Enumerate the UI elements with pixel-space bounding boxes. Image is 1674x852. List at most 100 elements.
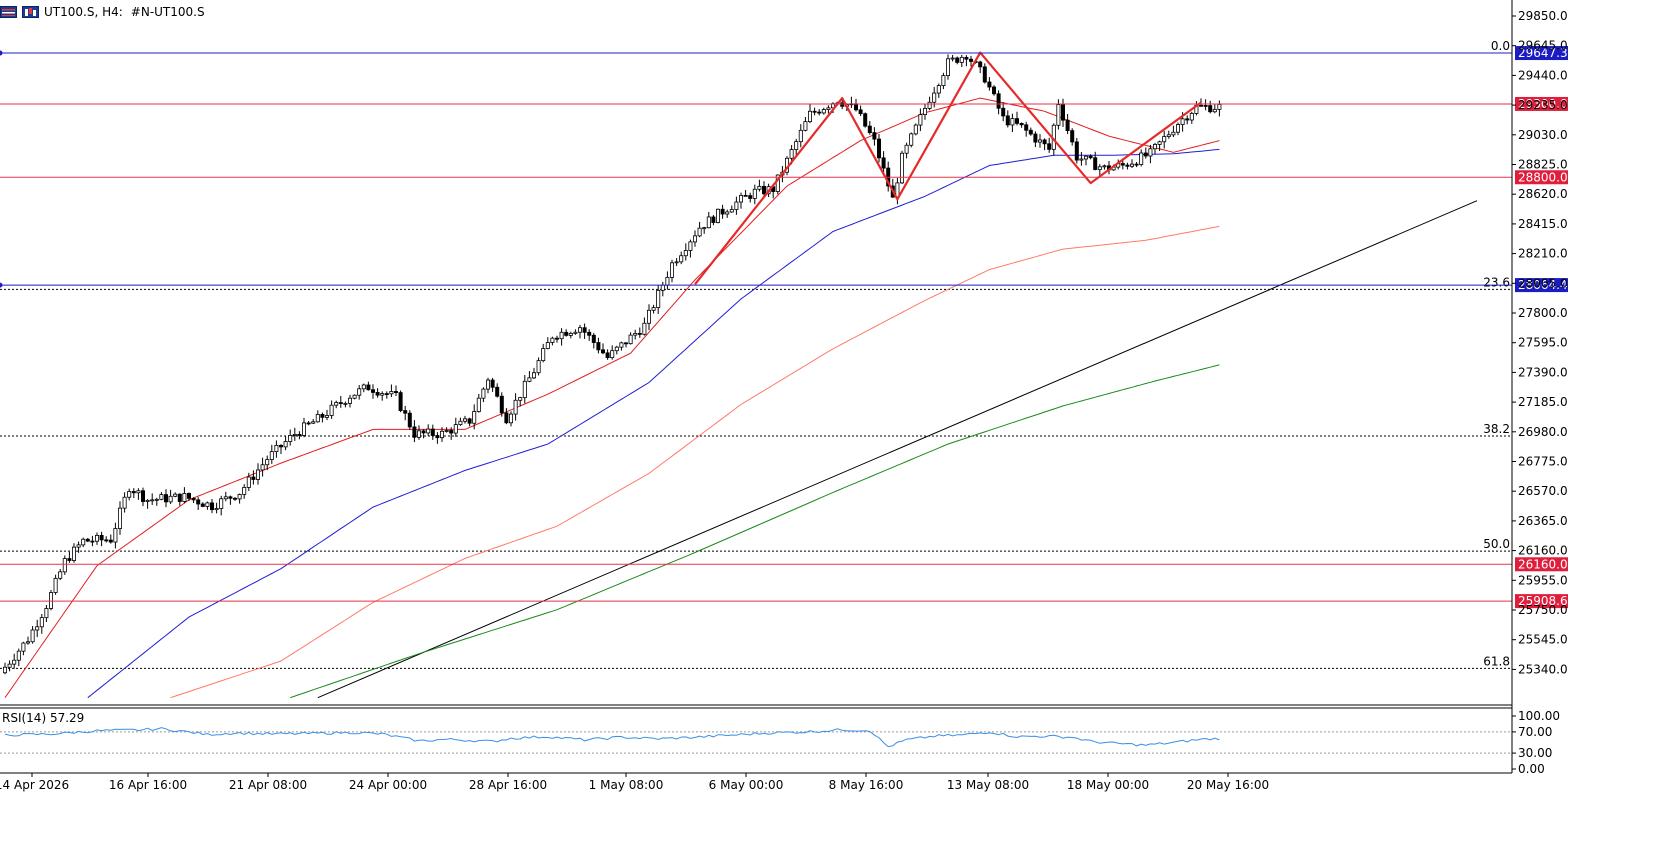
candle-bear bbox=[596, 342, 601, 351]
candle-bear bbox=[403, 410, 408, 414]
price-tick-label: 26775.0 bbox=[1518, 455, 1568, 469]
candle-bear bbox=[587, 331, 592, 336]
chart-symbol: UT100.S, H4: bbox=[44, 5, 123, 19]
candle-bull bbox=[329, 404, 334, 416]
candle-bull bbox=[1139, 152, 1144, 165]
candle-bull bbox=[1010, 118, 1015, 126]
candle-bull bbox=[223, 496, 228, 500]
candle-bear bbox=[278, 444, 283, 448]
candle-bull bbox=[311, 421, 316, 424]
candle-bull bbox=[265, 459, 270, 466]
candle-bull bbox=[7, 663, 12, 668]
candle-bull bbox=[113, 528, 118, 543]
candle-bear bbox=[1088, 155, 1093, 159]
candle-bull bbox=[670, 262, 675, 278]
candle-bear bbox=[1065, 119, 1070, 132]
trendline-group[interactable] bbox=[317, 200, 1478, 699]
level-anchor bbox=[0, 282, 3, 288]
candle-bull bbox=[959, 56, 964, 63]
price-tick-label: 28825.0 bbox=[1518, 158, 1568, 172]
candle-bear bbox=[1019, 122, 1024, 126]
candle-bull bbox=[1180, 118, 1185, 125]
level-price-tag bbox=[1515, 557, 1568, 572]
time-tick-label: 21 Apr 08:00 bbox=[229, 778, 307, 792]
horizontal-levels[interactable]: 29647.3 29300.0 28800.0 28064.4 26160.0 25908… bbox=[0, 46, 1568, 609]
candle-bull bbox=[683, 250, 688, 257]
candle-bull bbox=[30, 629, 35, 643]
candle-bull bbox=[44, 608, 49, 619]
candle-bull bbox=[453, 424, 458, 434]
rsi-tick-label: 100.00 bbox=[1518, 709, 1560, 723]
level-price-tag bbox=[1515, 96, 1568, 111]
candle-bear bbox=[430, 428, 435, 436]
candle-bull bbox=[918, 114, 923, 126]
candle-bull bbox=[136, 490, 141, 494]
chart-window-icon[interactable] bbox=[0, 6, 17, 18]
level-price-tag bbox=[1515, 278, 1568, 293]
candle-bull bbox=[426, 428, 431, 434]
candle-bull bbox=[1056, 104, 1061, 126]
time-tick-label: 28 Apr 16:00 bbox=[469, 778, 547, 792]
candle-bull bbox=[693, 235, 698, 243]
candle-bear bbox=[163, 494, 168, 503]
candle-bear bbox=[605, 352, 610, 359]
price-tick-label: 26570.0 bbox=[1518, 484, 1568, 498]
candle-bear bbox=[435, 435, 440, 439]
rsi-line bbox=[4, 727, 1220, 748]
candle-bear bbox=[817, 111, 822, 114]
candle-bull bbox=[532, 372, 537, 379]
candle-bull bbox=[716, 208, 721, 223]
candle-bull bbox=[904, 144, 909, 154]
candle-bear bbox=[564, 331, 569, 336]
level-price-tag bbox=[1515, 594, 1568, 609]
candle-bear bbox=[1074, 141, 1079, 161]
chart-description: #N-UT100.S bbox=[130, 5, 205, 19]
candle-bull bbox=[357, 388, 362, 396]
zigzag-pattern[interactable] bbox=[694, 51, 1202, 285]
candle-bear bbox=[467, 418, 472, 424]
candle-bull bbox=[168, 495, 173, 503]
candle-bull bbox=[237, 494, 242, 500]
level-anchor bbox=[0, 50, 3, 56]
candle-bull bbox=[439, 430, 444, 439]
candle-bull bbox=[49, 592, 54, 609]
candle-bull bbox=[1189, 113, 1194, 121]
candle-bull bbox=[53, 577, 58, 593]
price-tick-label: 27595.0 bbox=[1518, 336, 1568, 350]
candle-bull bbox=[1102, 165, 1107, 168]
candle-bear bbox=[177, 493, 182, 502]
candle-bull bbox=[301, 422, 306, 436]
candle-bull bbox=[706, 216, 711, 229]
candle-bull bbox=[752, 188, 757, 199]
price-tick-label: 29850.0 bbox=[1518, 9, 1568, 23]
candle-bull bbox=[619, 342, 624, 348]
candle-bull bbox=[798, 129, 803, 143]
candle-bear bbox=[495, 386, 500, 397]
candle-bear bbox=[1143, 152, 1148, 157]
price-tick-label: 29645.0 bbox=[1518, 39, 1568, 53]
level-price-text: 28064.4 bbox=[1518, 278, 1568, 292]
symbol-flag-icon[interactable] bbox=[22, 6, 39, 18]
candle-bull bbox=[518, 397, 523, 401]
candle-bull bbox=[923, 108, 928, 115]
candle-bull bbox=[794, 141, 799, 150]
candle-bull bbox=[118, 507, 123, 529]
price-tick-label: 28210.0 bbox=[1518, 247, 1568, 261]
candle-bull bbox=[1166, 134, 1171, 137]
candle-bear bbox=[338, 402, 343, 404]
level-price-text: 25908.6 bbox=[1518, 594, 1568, 608]
level-price-text: 29300.0 bbox=[1518, 97, 1568, 111]
candle-bull bbox=[347, 397, 352, 404]
candle-bull bbox=[324, 415, 329, 418]
candle-bear bbox=[582, 327, 587, 333]
candle-bull bbox=[936, 85, 941, 94]
candle-bull bbox=[679, 255, 684, 263]
candle-bull bbox=[242, 487, 247, 495]
price-tick-label: 29440.0 bbox=[1518, 68, 1568, 82]
candle-bull bbox=[674, 261, 679, 264]
level-price-tag bbox=[1515, 170, 1568, 185]
candle-bear bbox=[99, 535, 104, 541]
price-tick-label: 25340.0 bbox=[1518, 662, 1568, 676]
candle-bear bbox=[1199, 104, 1204, 107]
